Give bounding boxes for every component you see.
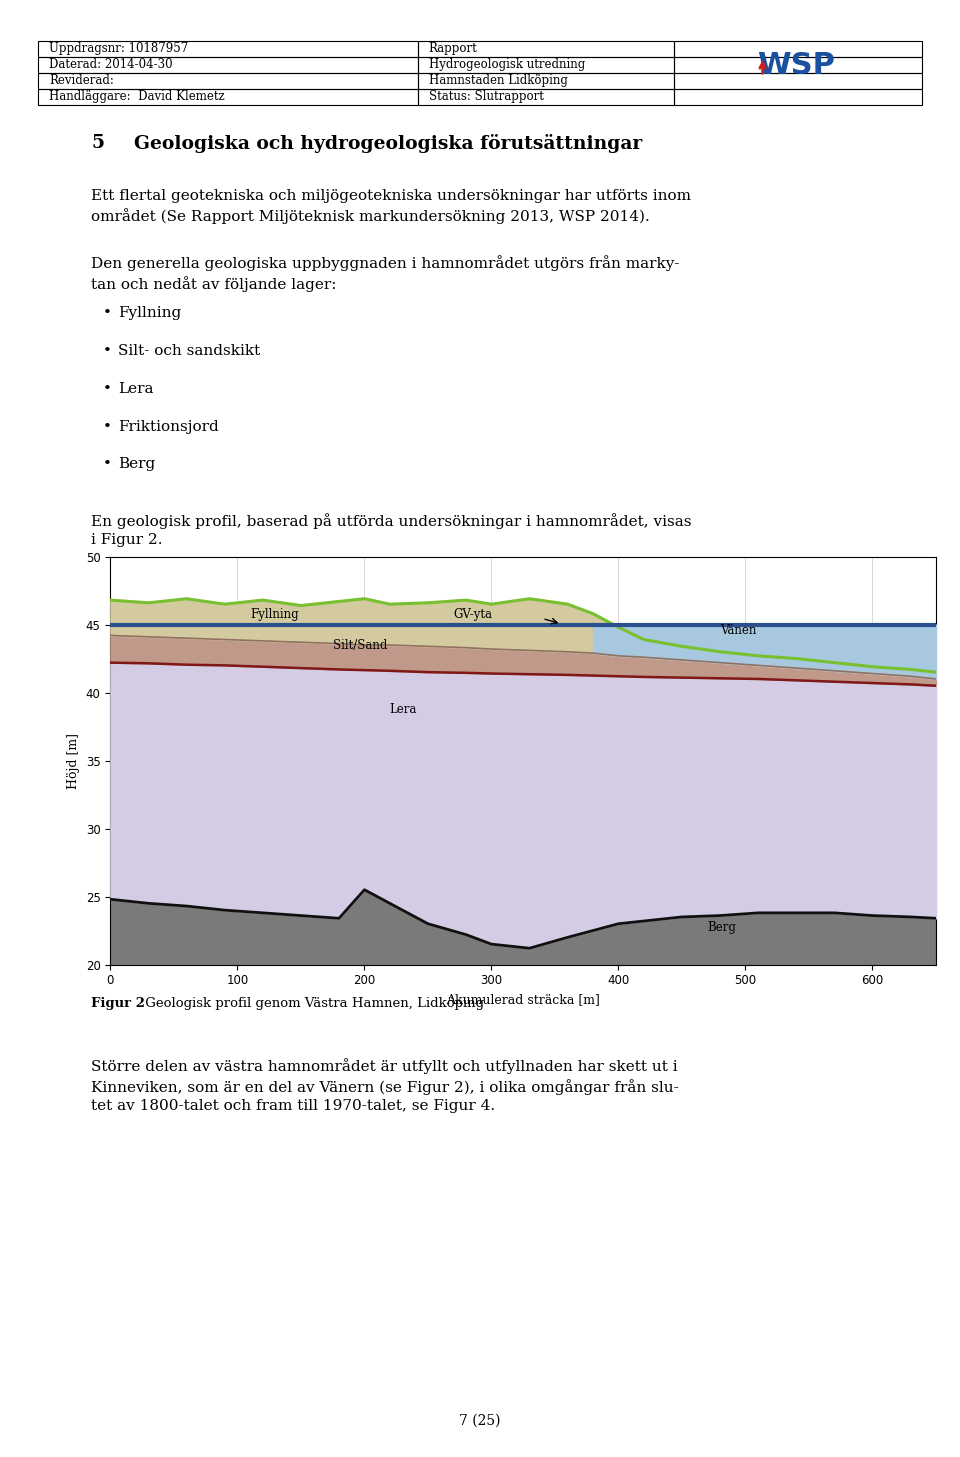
Text: Uppdragsnr: 10187957: Uppdragsnr: 10187957: [49, 42, 188, 55]
Text: 7 (25): 7 (25): [459, 1413, 501, 1428]
Text: Den generella geologiska uppbyggnaden i hamnområdet utgörs från marky-
tan och n: Den generella geologiska uppbyggnaden i …: [91, 255, 680, 291]
Bar: [674, 73, 922, 89]
Text: Reviderad:: Reviderad:: [49, 74, 114, 87]
Text: Berg: Berg: [118, 457, 156, 472]
Text: 5: 5: [91, 134, 105, 152]
Text: Handläggare:  David Klemetz: Handläggare: David Klemetz: [49, 90, 225, 103]
Bar: [38, 57, 419, 73]
Text: Lera: Lera: [390, 702, 418, 715]
Text: •: •: [103, 457, 111, 472]
Y-axis label: Höjd [m]: Höjd [m]: [67, 733, 81, 788]
Text: Geologisk profil genom Västra Hamnen, Lidköping: Geologisk profil genom Västra Hamnen, Li…: [141, 997, 484, 1010]
Text: •: •: [103, 344, 111, 358]
X-axis label: Akumulerad sträcka [m]: Akumulerad sträcka [m]: [446, 992, 600, 1005]
Text: Vänen: Vänen: [720, 624, 756, 637]
Bar: [38, 89, 419, 105]
Text: Hamnstaden Lidköping: Hamnstaden Lidköping: [429, 74, 567, 87]
Text: Silt- och sandskikt: Silt- och sandskikt: [118, 344, 260, 358]
Text: •: •: [103, 420, 111, 434]
Text: GV-yta: GV-yta: [453, 608, 492, 621]
Text: Rapport: Rapport: [429, 42, 477, 55]
Text: Berg: Berg: [708, 921, 736, 934]
Text: •: •: [103, 306, 111, 321]
Text: Daterad: 2014-04-30: Daterad: 2014-04-30: [49, 58, 173, 71]
Text: Figur 2: Figur 2: [91, 997, 145, 1010]
Bar: [38, 73, 419, 89]
Text: Friktionsjord: Friktionsjord: [118, 420, 219, 434]
Text: Fyllning: Fyllning: [118, 306, 181, 321]
Bar: [419, 89, 674, 105]
Text: En geologisk profil, baserad på utförda undersökningar i hamnområdet, visas
i Fi: En geologisk profil, baserad på utförda …: [91, 513, 692, 548]
Bar: [674, 41, 922, 57]
Text: Större delen av västra hamnområdet är utfyllt och utfyllnaden har skett ut i
Kin: Större delen av västra hamnområdet är ut…: [91, 1058, 679, 1113]
Text: Status: Slutrapport: Status: Slutrapport: [429, 90, 543, 103]
Text: Ett flertal geotekniska och miljögeotekniska undersökningar har utförts inom
omr: Ett flertal geotekniska och miljögeotekn…: [91, 189, 691, 224]
Text: •: •: [103, 382, 111, 396]
Bar: [674, 89, 922, 105]
Text: Silt/Sand: Silt/Sand: [333, 640, 387, 653]
Bar: [419, 57, 674, 73]
Bar: [674, 57, 922, 73]
Bar: [419, 73, 674, 89]
Text: Lera: Lera: [118, 382, 154, 396]
Text: Fyllning: Fyllning: [251, 608, 299, 621]
Text: Hydrogeologisk utredning: Hydrogeologisk utredning: [429, 58, 585, 71]
Text: Geologiska och hydrogeologiska förutsättningar: Geologiska och hydrogeologiska förutsätt…: [134, 134, 642, 153]
Text: WSP: WSP: [757, 51, 835, 80]
Bar: [419, 41, 674, 57]
Bar: [38, 41, 419, 57]
